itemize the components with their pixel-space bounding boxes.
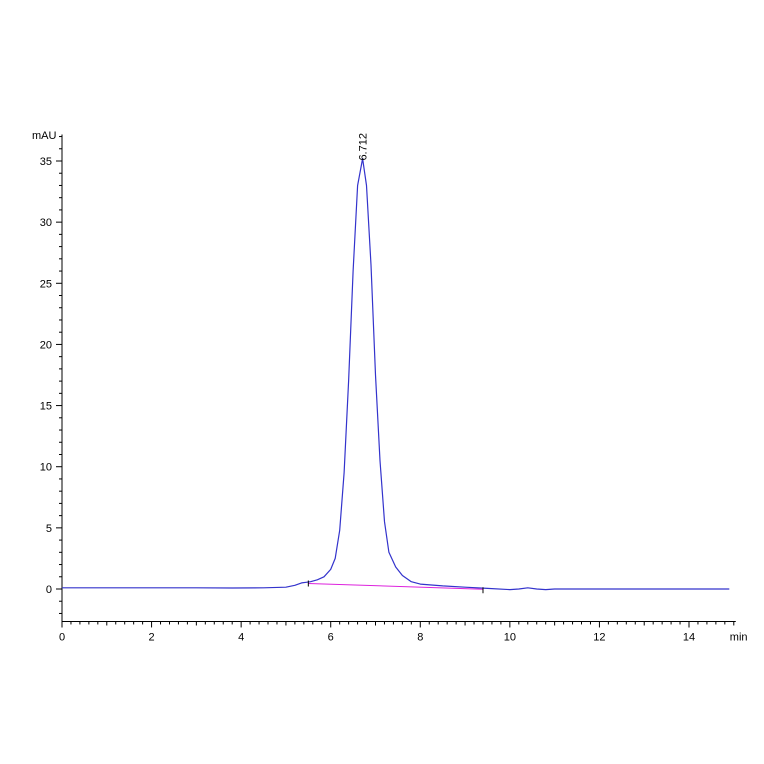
annotations: 6.712 [358,133,370,161]
y-tick-label: 30 [40,217,52,229]
series-line [62,158,730,591]
series-group [62,158,730,594]
peak-label: 6.712 [358,133,370,161]
x-tick-label: 12 [593,631,605,643]
x-tick-label: 4 [238,631,244,643]
x-axis-title: min [730,631,748,643]
minor-ticks [59,136,735,626]
x-tick-label: 6 [328,631,334,643]
y-axis-title: mAU [32,130,57,142]
tick-labels: 0 5 10 15 20 25 30 35 0 2 4 6 8 10 12 14 [40,156,695,643]
x-tick-label: 14 [683,631,695,643]
major-ticks [56,160,690,628]
y-tick-label: 25 [40,278,52,290]
x-tick-label: 8 [417,631,423,643]
y-tick-label: 10 [40,462,52,474]
x-tick-label: 2 [149,631,155,643]
y-tick-label: 15 [40,401,52,413]
x-tick-label: 10 [504,631,516,643]
y-tick-label: 35 [40,156,52,168]
y-tick-label: 20 [40,339,52,351]
y-tick-label: 5 [46,523,52,535]
y-tick-label: 0 [46,584,52,596]
x-tick-label: 0 [59,631,65,643]
integration-baseline [308,582,484,590]
